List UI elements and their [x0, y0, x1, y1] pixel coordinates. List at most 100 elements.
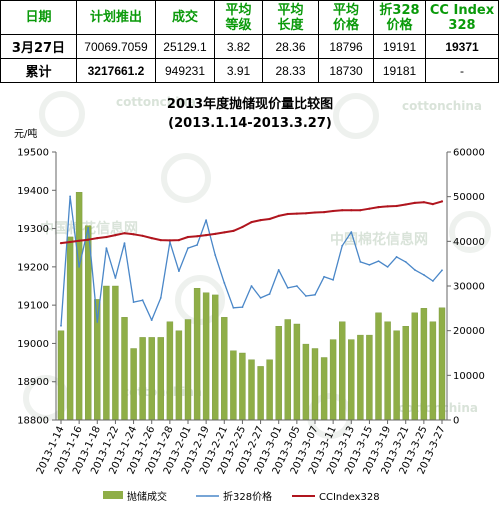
- cc-index-328-point: [268, 217, 271, 221]
- price-328-point: [423, 274, 425, 276]
- volume-bar: [166, 321, 174, 421]
- cc-index-328-point: [177, 239, 180, 242]
- volume-bar: [329, 339, 337, 421]
- y-right-tick-label: 30000: [453, 282, 485, 293]
- volume-bar: [57, 330, 65, 421]
- y-left-tick-label: 19100: [17, 301, 49, 312]
- price-328-point: [277, 269, 280, 271]
- y-right-tick-label: 60000: [453, 148, 485, 159]
- volume-bar: [339, 321, 346, 421]
- price-328-point: [87, 226, 90, 229]
- cell-price-328: 19181: [373, 58, 426, 83]
- price-328-point: [150, 319, 153, 321]
- cc-index-328-point: [332, 209, 335, 213]
- price-328-point: [314, 293, 316, 296]
- volume-bar: [139, 337, 146, 421]
- cc-index-328-point: [159, 239, 162, 242]
- cc-index-328-point: [168, 239, 171, 242]
- cc-index-328-point: [214, 232, 217, 235]
- cell-date: 累计: [0, 58, 77, 83]
- price-328-point: [359, 261, 362, 263]
- cc-index-328-point: [150, 237, 153, 240]
- cc-index-328-point: [186, 235, 190, 239]
- volume-bar: [402, 325, 409, 421]
- price-328-point: [286, 287, 289, 289]
- cc-index-328-point: [422, 201, 425, 204]
- cc-index-328-point: [440, 200, 444, 203]
- price-328-point: [241, 306, 244, 308]
- y-left-tick-label: 19300: [17, 224, 49, 235]
- price-328-point: [169, 241, 171, 243]
- legend-item-volume: 抛储成交: [103, 490, 167, 503]
- header-label: 等级: [225, 17, 252, 33]
- cell-avg-length: 28.36: [262, 34, 319, 59]
- y-left-tick-label: 19500: [17, 148, 49, 159]
- legend: 抛储成交 折328价格 CCIndex328: [103, 490, 380, 503]
- volume-bar: [193, 287, 201, 421]
- volume-bar: [266, 359, 273, 421]
- price-328-point: [141, 299, 144, 302]
- volume-bar: [157, 337, 165, 421]
- cc-index-328-point: [114, 234, 117, 237]
- price-328-point: [223, 282, 226, 284]
- cell-avg-grade: 3.91: [214, 58, 263, 83]
- header-label: 日期: [25, 10, 52, 25]
- price-328-point: [377, 260, 380, 262]
- price-328-point: [259, 297, 262, 299]
- legend-label-price-328: 折328价格: [223, 490, 272, 503]
- volume-bar: [112, 285, 119, 421]
- cc-index-328-point: [359, 209, 362, 212]
- cc-index-328-point: [277, 214, 280, 217]
- volume-bar: [75, 191, 83, 421]
- auction-summary-table: 日期 计划推出 成交 平均 等级 平均 长度 平均 价格 折328 价格 CC Inde…: [0, 0, 499, 83]
- volume-bar: [275, 325, 282, 421]
- volume-bar: [302, 343, 310, 421]
- table-row: 累计 3217661.2 949231 3.91 28.33 18730 191…: [0, 58, 499, 83]
- cc-index-328-point: [259, 219, 262, 222]
- volume-bar: [411, 312, 418, 421]
- cell-avg-price: 18796: [318, 34, 374, 59]
- volume-bar: [103, 285, 110, 421]
- cell-avg-price: 18730: [318, 58, 374, 83]
- cc-index-328-point: [241, 225, 244, 229]
- price-328-point: [305, 295, 307, 297]
- cc-index-328-point: [141, 234, 144, 237]
- cc-index-328-point: [223, 231, 226, 234]
- header-label: 折328: [379, 2, 420, 18]
- price-328-point: [432, 280, 434, 282]
- volume-bar: [384, 321, 391, 421]
- header-planned: 计划推出: [76, 0, 156, 35]
- volume-bar: [184, 319, 192, 421]
- y-axis-label: 元/吨: [14, 127, 37, 140]
- volume-bar: [175, 330, 183, 421]
- cell-date: 3月27日: [0, 34, 77, 59]
- header-label: 平均: [277, 2, 304, 18]
- volume-bar: [393, 330, 400, 421]
- volume-bar: [357, 334, 364, 421]
- cc-index-328-point: [87, 238, 90, 241]
- price-328-point: [413, 269, 416, 271]
- price-328-point: [187, 247, 189, 250]
- cc-index-328-point: [196, 235, 199, 238]
- price-volume-chart: cottonchina cottonchina 中国棉花信息网 中国棉花信息网 …: [14, 91, 491, 503]
- watermark-text: cottonchina: [402, 99, 482, 113]
- y-right-tick-label: 10000: [453, 371, 485, 382]
- cc-index-328-point: [123, 232, 126, 235]
- price-328-point: [441, 269, 443, 272]
- price-lines: [59, 195, 444, 327]
- header-label: 长度: [277, 17, 304, 33]
- price-328-point: [205, 219, 208, 222]
- volume-bars: [57, 191, 446, 421]
- volume-bar: [429, 321, 437, 421]
- cell-planned: 3217661.2: [76, 58, 156, 83]
- watermark-logo: [333, 93, 379, 139]
- legend-swatch-volume: [103, 491, 123, 499]
- y-left-tick-label: 18900: [17, 377, 49, 388]
- volume-bar: [230, 350, 237, 421]
- watermark-logo: [39, 91, 85, 137]
- volume-bar: [284, 319, 291, 421]
- header-avg-length: 平均 长度: [262, 0, 319, 35]
- cc-index-328-point: [232, 229, 235, 232]
- price-328-point: [60, 324, 62, 327]
